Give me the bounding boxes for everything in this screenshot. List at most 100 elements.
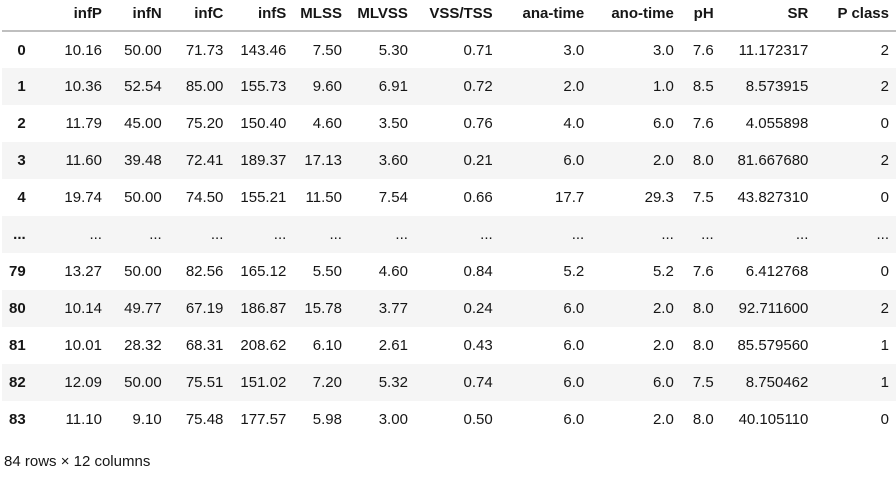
dataframe-output: infP infN infC infS MLSS MLVSS VSS/TSS ana-time… <box>2 0 896 470</box>
table-cell: 15.78 <box>304 300 342 317</box>
table-cell: 81.667680 <box>737 152 809 169</box>
table-row: 4 19.74 50.00 74.50 155.21 11.50 7.54 0.66 17.7 2… <box>2 179 896 216</box>
table-row: 0 10.16 50.00 71.73 143.46 7.50 5.30 0.71 3.0 3.0… <box>2 31 896 68</box>
table-cell: 72.41 <box>185 152 224 169</box>
table-cell: 49.77 <box>124 300 162 317</box>
table-cell: 3.60 <box>378 152 408 169</box>
table-cell: 1.0 <box>652 78 674 95</box>
table-cell: 8.0 <box>692 411 714 428</box>
row-index: 4 <box>17 189 26 206</box>
row-index: 80 <box>9 300 26 317</box>
table-cell: 7.6 <box>692 41 714 59</box>
table-cell: 50.00 <box>124 263 162 280</box>
table-cell: 9.10 <box>132 411 162 428</box>
table-cell: 2 <box>880 152 889 169</box>
table-cell: 92.711600 <box>738 300 809 317</box>
table-cell: 0 <box>880 263 889 280</box>
column-header: VSS/TSS <box>429 4 493 22</box>
table-cell: 186.87 <box>240 300 287 317</box>
table-cell: 0.43 <box>463 337 493 354</box>
table-cell: 151.02 <box>240 374 287 391</box>
table-cell: 155.21 <box>240 189 287 206</box>
column-header: pH <box>693 4 714 22</box>
table-cell: 189.37 <box>240 152 287 169</box>
table-cell: 5.2 <box>563 263 585 280</box>
table-cell: 67.19 <box>185 300 224 317</box>
table-cell: 5.32 <box>378 374 408 391</box>
table-cell: 2 <box>880 41 889 59</box>
table-cell: 10.36 <box>64 78 102 95</box>
table-cell: ... <box>395 226 408 243</box>
table-cell: 2.0 <box>652 300 674 317</box>
dataframe-table: infP infN infC infS MLSS MLVSS VSS/TSS ana-time… <box>2 0 896 438</box>
table-cell: 8.0 <box>692 337 714 354</box>
table-summary: 84 rows × 12 columns <box>4 453 151 470</box>
table-cell: 7.6 <box>692 263 714 280</box>
table-cell: 13.27 <box>64 263 102 280</box>
table-cell: 7.54 <box>378 189 408 206</box>
table-cell: 0.72 <box>463 78 493 95</box>
table-cell: 4.055898 <box>745 115 809 132</box>
table-cell: 29.3 <box>644 189 674 206</box>
table-cell: 2.61 <box>378 337 408 354</box>
table-cell: 3.50 <box>378 115 408 132</box>
table-cell: 0.71 <box>463 41 493 59</box>
table-cell: 2 <box>880 78 889 95</box>
table-cell: 45.00 <box>124 115 162 132</box>
index-header <box>2 0 33 31</box>
column-header: infC <box>194 4 224 22</box>
table-cell: 0.21 <box>463 152 493 169</box>
table-cell: 52.54 <box>124 78 162 95</box>
table-cell: 150.40 <box>240 115 287 132</box>
table-cell: 2.0 <box>652 152 674 169</box>
table-cell: ... <box>89 226 102 243</box>
column-header: SR <box>787 4 809 22</box>
table-cell: 12.09 <box>64 374 102 391</box>
table-cell: 17.7 <box>555 189 585 206</box>
column-header: infS <box>257 4 287 22</box>
table-cell: 50.00 <box>124 41 162 59</box>
row-index: 3 <box>17 152 26 169</box>
table-cell: 0.74 <box>463 374 493 391</box>
column-header: infN <box>132 4 162 22</box>
table-cell: 28.32 <box>124 337 162 354</box>
table-row: 80 10.14 49.77 67.19 186.87 15.78 3.77 0.24 6.0 2… <box>2 290 896 327</box>
table-cell: 0.24 <box>463 300 493 317</box>
table-cell: 8.0 <box>692 300 714 317</box>
row-index: 2 <box>17 115 26 132</box>
row-index: ... <box>13 226 26 243</box>
table-cell: ... <box>661 226 674 243</box>
table-cell: 2.0 <box>652 337 674 354</box>
table-cell: 17.13 <box>304 152 342 169</box>
table-cell: 165.12 <box>240 263 287 280</box>
header-row: infP infN infC infS MLSS MLVSS VSS/TSS ana-time… <box>2 0 896 31</box>
column-header: infP <box>73 4 102 22</box>
table-cell: 75.51 <box>185 374 224 391</box>
table-cell: 9.60 <box>312 78 342 95</box>
row-index: 82 <box>9 374 26 391</box>
table-cell: 0.66 <box>463 189 493 206</box>
table-cell: 8.750462 <box>745 374 809 391</box>
column-header: ano-time <box>611 4 674 22</box>
table-cell: 74.50 <box>185 189 224 206</box>
table-cell: 8.0 <box>692 152 714 169</box>
table-cell: 50.00 <box>124 374 162 391</box>
table-cell: 3.77 <box>378 300 408 317</box>
table-cell: 7.20 <box>312 374 342 391</box>
table-cell: 10.16 <box>64 41 102 59</box>
table-cell: 0.84 <box>463 263 493 280</box>
table-cell: 7.50 <box>312 41 342 59</box>
row-index: 83 <box>9 411 26 428</box>
table-cell: 6.412768 <box>745 263 809 280</box>
table-cell: 0 <box>880 189 889 206</box>
row-index: 81 <box>9 337 26 354</box>
table-cell: 6.0 <box>563 152 585 169</box>
table-cell: 85.00 <box>185 78 224 95</box>
table-cell: ... <box>329 226 342 243</box>
table-cell: 6.91 <box>378 78 408 95</box>
table-cell: 208.62 <box>240 337 287 354</box>
row-index: 79 <box>9 263 26 280</box>
table-cell: 50.00 <box>124 189 162 206</box>
table-cell: 1 <box>880 374 889 391</box>
table-cell: 40.105110 <box>738 411 809 428</box>
